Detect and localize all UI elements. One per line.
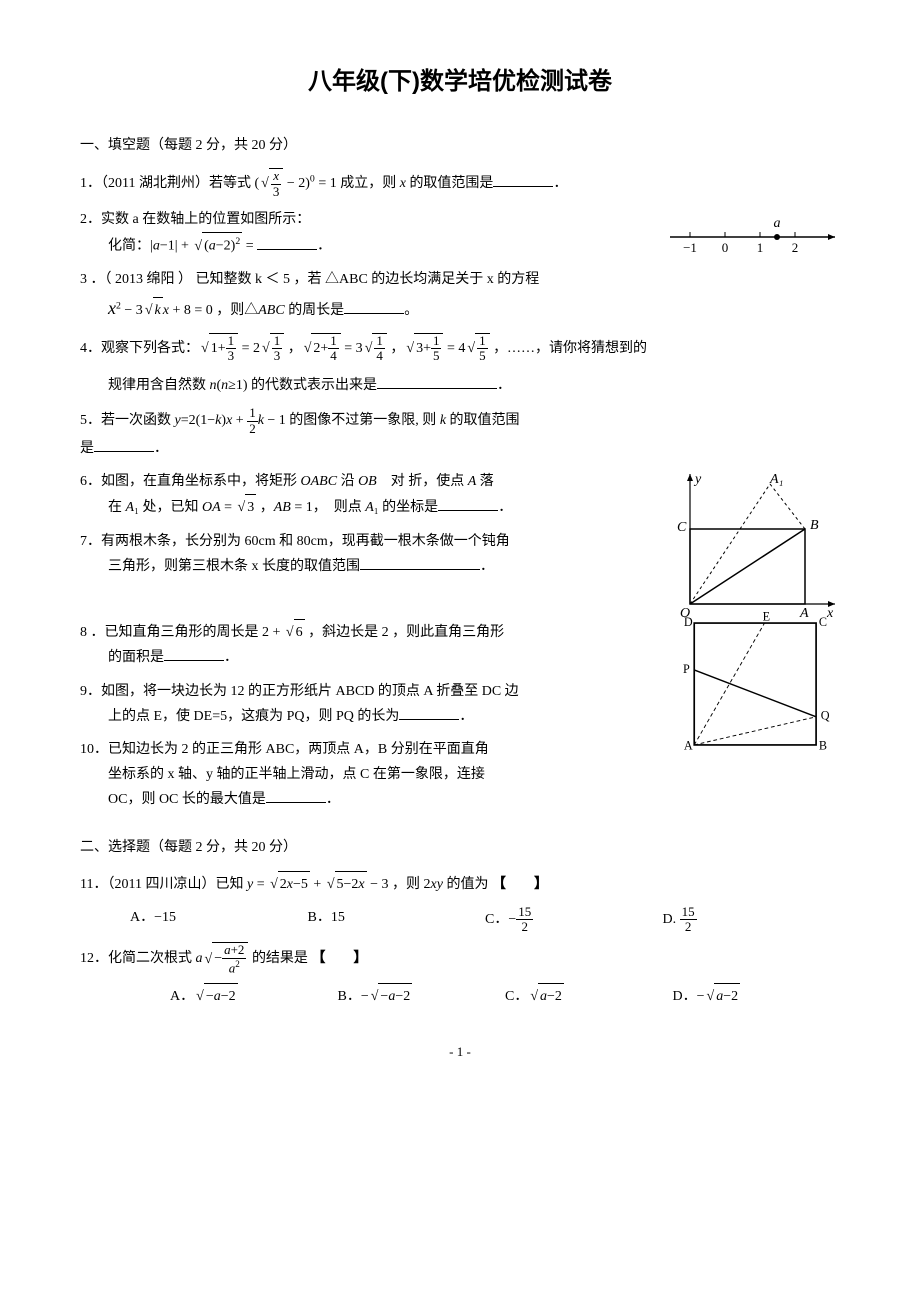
q11-options: A．−15 B．15 C．−152 D. 152: [80, 905, 840, 935]
question-4: 4．观察下列各式：1+13 = 213 ，2+14 = 314 ，3+15 = …: [80, 333, 840, 399]
page-number: - 1 -: [80, 1040, 840, 1063]
blank: [94, 437, 154, 452]
svg-text:2: 2: [792, 240, 799, 255]
option-b: B．−−a−2: [338, 983, 506, 1009]
q12-options: A．−a−2 B．−−a−2 C．a−2 D．−a−2: [80, 983, 840, 1009]
question-7: 7．有两根木条，长分别为 60cm 和 80cm，现再截一根木条做一个钝角 三角…: [80, 529, 840, 579]
option-b: B．15: [308, 905, 486, 935]
q5-line2: 是．: [80, 436, 840, 461]
numberline-figure: −1 0 1 2 a: [660, 207, 840, 257]
q7-line2: 三角形，则第三根木条 x 长度的取值范围．: [80, 554, 840, 579]
option-a: A．−a−2: [170, 983, 338, 1009]
q6-line1: 6．如图，在直角坐标系中，将矩形 OABC 沿 OB 对 折，使点 A 落: [80, 469, 840, 494]
q4-line2: 规律用含自然数 n(n≥1) 的代数式表示出来是．: [80, 373, 840, 398]
q2-line1: 2．实数 a 在数轴上的位置如图所示：: [80, 207, 660, 232]
option-c: C．−152: [485, 905, 663, 935]
q3-line1: 3 ．（ 2013 绵阳 ） 已知整数 k ＜ 5 ，若 △ABC 的边长均满足…: [80, 267, 840, 292]
question-11: 11．（2011 四川凉山）已知 y = 2x−5 + 5−2x − 3 ，则 …: [80, 871, 840, 935]
question-2: 2．实数 a 在数轴上的位置如图所示： 化简：|a−1| + (a−2)2 = …: [80, 207, 840, 259]
question-9: 9．如图，将一块边长为 12 的正方形纸片 ABCD 的顶点 A 折叠至 DC …: [80, 679, 840, 729]
blank: [438, 496, 498, 511]
section1-header: 一、填空题（每题 2 分，共 20 分）: [80, 133, 840, 158]
question-12: 12．化简二次根式 a−a+2a2 的结果是 【 】 A．−a−2 B．−−a−…: [80, 942, 840, 1009]
q6-line2: 在 A₁ 处，已知 OA = 3 ，AB = 1， 则点 A₁ 的坐标是．: [80, 494, 840, 520]
blank: [360, 555, 480, 570]
q7-line1: 7．有两根木条，长分别为 60cm 和 80cm，现再截一根木条做一个钝角: [80, 529, 840, 554]
question-5: 5．若一次函数 y=2(1−k)x + 12k − 1 的图像不过第一象限, 则…: [80, 406, 840, 461]
svg-text:a: a: [774, 216, 781, 231]
q8-line2: 的面积是．: [80, 645, 840, 670]
q2-line2: 化简：|a−1| + (a−2)2 = ．: [80, 232, 660, 259]
q10-line3: OC，则 OC 长的最大值是．: [80, 787, 840, 812]
option-d: D．−a−2: [673, 983, 841, 1009]
blank: [257, 235, 317, 250]
blank: [266, 788, 326, 803]
q9-line2: 上的点 E，使 DE=5，这痕为 PQ，则 PQ 的长为．: [80, 704, 840, 729]
section2-header: 二、选择题（每题 2 分，共 20 分）: [80, 835, 840, 860]
q3-line2: x2 − 3kx + 8 = 0 ，则△ABC 的周长是。: [80, 292, 840, 324]
q9-line1: 9．如图，将一块边长为 12 的正方形纸片 ABCD 的顶点 A 折叠至 DC …: [80, 679, 840, 704]
q1-text: 1．（2011 湖北荆州）若等式 (x3 − 2)0 = 1 成立，则 x 的取…: [80, 176, 493, 191]
q11-text: 11．（2011 四川凉山）已知 y = 2x−5 + 5−2x − 3 ，则 …: [80, 871, 840, 897]
blank: [164, 646, 224, 661]
blank: [377, 374, 497, 389]
q12-text: 12．化简二次根式 a−a+2a2 的结果是 【 】: [80, 942, 840, 975]
blank: [493, 172, 553, 187]
q1-end: ．: [553, 176, 567, 191]
q10-line2: 坐标系的 x 轴、y 轴的正半轴上滑动，点 C 在第一象限，连接: [80, 762, 840, 787]
q4-line1: 4．观察下列各式：1+13 = 213 ，2+14 = 314 ，3+15 = …: [80, 333, 840, 364]
q8-line1: 8 ．已知直角三角形的周长是 2 + 6 ，斜边长是 2 ，则此直角三角形: [80, 619, 840, 645]
option-d: D. 152: [663, 905, 841, 935]
svg-text:1: 1: [757, 240, 764, 255]
svg-text:0: 0: [722, 240, 729, 255]
option-c: C．a−2: [505, 983, 673, 1009]
blank: [344, 299, 404, 314]
option-a: A．−15: [130, 905, 308, 935]
blank: [399, 705, 459, 720]
q10-line1: 10．已知边长为 2 的正三角形 ABC，两顶点 A，B 分别在平面直角: [80, 737, 840, 762]
question-1: 1．（2011 湖北荆州）若等式 (x3 − 2)0 = 1 成立，则 x 的取…: [80, 168, 840, 199]
q5-line1: 5．若一次函数 y=2(1−k)x + 12k − 1 的图像不过第一象限, 则…: [80, 406, 840, 436]
page-title: 八年级(下)数学培优检测试卷: [80, 60, 840, 103]
question-3: 3 ．（ 2013 绵阳 ） 已知整数 k ＜ 5 ，若 △ABC 的边长均满足…: [80, 267, 840, 325]
question-8: 8 ．已知直角三角形的周长是 2 + 6 ，斜边长是 2 ，则此直角三角形 的面…: [80, 619, 840, 670]
question-10: 10．已知边长为 2 的正三角形 ABC，两顶点 A，B 分别在平面直角 坐标系…: [80, 737, 840, 813]
question-6: 6．如图，在直角坐标系中，将矩形 OABC 沿 OB 对 折，使点 A 落 在 …: [80, 469, 840, 520]
svg-text:−1: −1: [683, 240, 697, 255]
